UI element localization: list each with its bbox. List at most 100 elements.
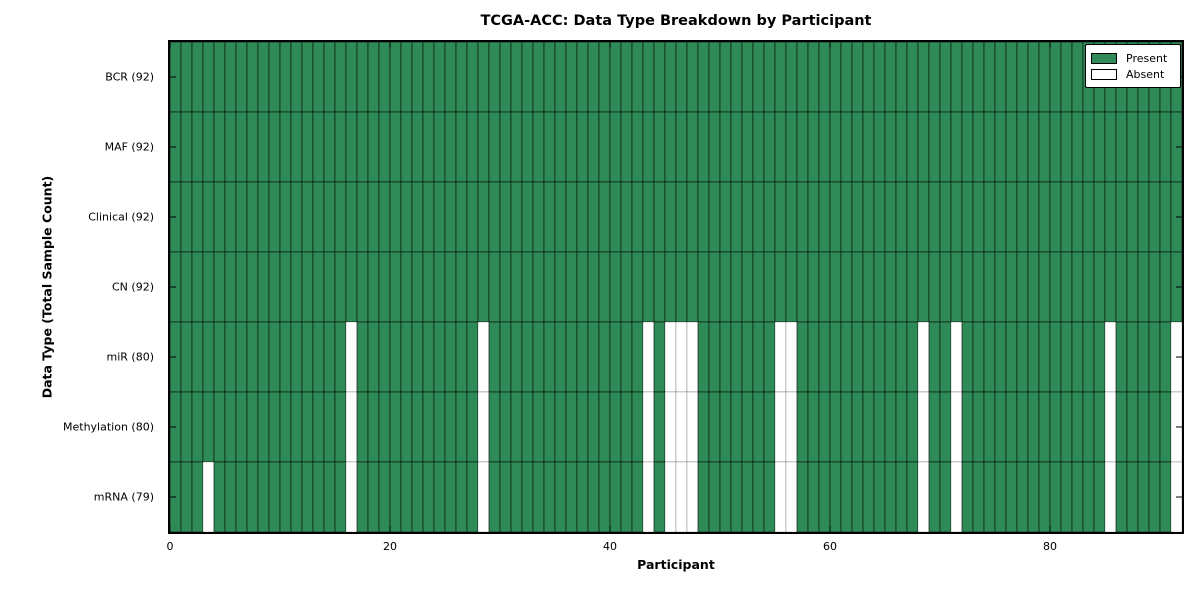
cell-BCR-9 (268, 42, 281, 113)
cell-miR-12 (301, 321, 314, 393)
cell-CN-87 (1126, 251, 1139, 323)
cell-mRNA-6 (235, 461, 248, 532)
cell-miR-74 (983, 321, 996, 393)
cell-MAF-4 (213, 111, 226, 183)
cell-CN-73 (972, 251, 985, 323)
cell-miR-40 (609, 321, 622, 393)
cell-Clinical-44 (653, 181, 666, 253)
cell-BCR-43 (642, 42, 655, 113)
cell-CN-54 (763, 251, 776, 323)
cell-MAF-70 (939, 111, 952, 183)
cell-MAF-41 (620, 111, 633, 183)
cell-MAF-21 (400, 111, 413, 183)
cell-MAF-60 (829, 111, 842, 183)
cell-Methylation-17 (356, 391, 369, 463)
cell-CN-39 (598, 251, 611, 323)
cell-Clinical-31 (510, 181, 523, 253)
cell-MAF-61 (840, 111, 853, 183)
cell-CN-23 (422, 251, 435, 323)
cell-Methylation-71 (950, 391, 963, 463)
cell-MAF-5 (224, 111, 237, 183)
cell-miR-50 (719, 321, 732, 393)
cell-BCR-15 (334, 42, 347, 113)
cell-miR-4 (213, 321, 226, 393)
cell-miR-6 (235, 321, 248, 393)
cell-Methylation-7 (246, 391, 259, 463)
cell-mRNA-73 (972, 461, 985, 532)
cell-Clinical-52 (741, 181, 754, 253)
cell-MAF-17 (356, 111, 369, 183)
cell-mRNA-18 (367, 461, 380, 532)
cell-miR-7 (246, 321, 259, 393)
cell-Clinical-50 (719, 181, 732, 253)
cell-BCR-29 (488, 42, 501, 113)
cell-BCR-39 (598, 42, 611, 113)
cell-CN-41 (620, 251, 633, 323)
cell-CN-76 (1005, 251, 1018, 323)
cell-Methylation-52 (741, 391, 754, 463)
cell-CN-88 (1137, 251, 1150, 323)
cell-CN-71 (950, 251, 963, 323)
cell-Methylation-80 (1049, 391, 1062, 463)
cell-miR-34 (543, 321, 556, 393)
cell-MAF-54 (763, 111, 776, 183)
cell-CN-50 (719, 251, 732, 323)
cell-BCR-33 (532, 42, 545, 113)
cell-MAF-2 (191, 111, 204, 183)
cell-CN-66 (895, 251, 908, 323)
cell-Methylation-51 (730, 391, 743, 463)
cell-MAF-37 (576, 111, 589, 183)
cell-miR-53 (752, 321, 765, 393)
cell-miR-31 (510, 321, 523, 393)
cell-BCR-48 (697, 42, 710, 113)
cell-CN-15 (334, 251, 347, 323)
legend-entry-present: Present (1091, 50, 1174, 66)
cell-BCR-59 (818, 42, 831, 113)
cell-Methylation-18 (367, 391, 380, 463)
cell-BCR-31 (510, 42, 523, 113)
cell-Methylation-76 (1005, 391, 1018, 463)
cell-Clinical-22 (411, 181, 424, 253)
cell-mRNA-70 (939, 461, 952, 532)
cell-BCR-75 (994, 42, 1007, 113)
cell-CN-70 (939, 251, 952, 323)
cell-Methylation-65 (884, 391, 897, 463)
cell-BCR-36 (565, 42, 578, 113)
cell-mRNA-57 (796, 461, 809, 532)
cell-CN-36 (565, 251, 578, 323)
cell-BCR-41 (620, 42, 633, 113)
cell-miR-37 (576, 321, 589, 393)
cell-Clinical-66 (895, 181, 908, 253)
cell-Methylation-62 (851, 391, 864, 463)
cell-miR-5 (224, 321, 237, 393)
cell-mRNA-67 (906, 461, 919, 532)
cell-CN-58 (807, 251, 820, 323)
cell-Methylation-87 (1126, 391, 1139, 463)
cell-Methylation-44 (653, 391, 666, 463)
cell-mRNA-29 (488, 461, 501, 532)
cell-MAF-65 (884, 111, 897, 183)
cell-Clinical-3 (202, 181, 215, 253)
cell-BCR-56 (785, 42, 798, 113)
cell-CN-89 (1148, 251, 1161, 323)
cell-Methylation-90 (1159, 391, 1172, 463)
cell-MAF-30 (499, 111, 512, 183)
cell-Clinical-46 (675, 181, 688, 253)
cell-MAF-36 (565, 111, 578, 183)
cell-Methylation-50 (719, 391, 732, 463)
cell-Clinical-14 (323, 181, 336, 253)
cell-BCR-24 (433, 42, 446, 113)
cell-CN-43 (642, 251, 655, 323)
cell-Methylation-66 (895, 391, 908, 463)
cell-miR-16 (345, 321, 358, 393)
cell-mRNA-48 (697, 461, 710, 532)
cell-mRNA-16 (345, 461, 358, 532)
cell-Clinical-7 (246, 181, 259, 253)
cell-CN-74 (983, 251, 996, 323)
cell-CN-46 (675, 251, 688, 323)
cell-CN-14 (323, 251, 336, 323)
cell-BCR-71 (950, 42, 963, 113)
cell-mRNA-22 (411, 461, 424, 532)
cell-miR-73 (972, 321, 985, 393)
cell-CN-5 (224, 251, 237, 323)
